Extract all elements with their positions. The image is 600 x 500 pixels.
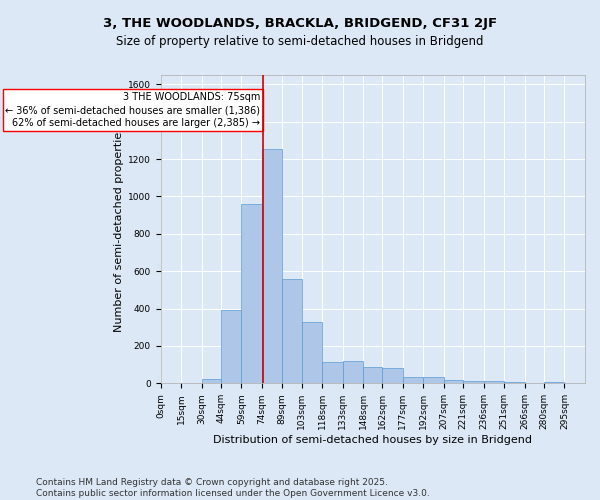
Bar xyxy=(382,368,403,384)
Bar xyxy=(302,322,322,384)
Bar xyxy=(343,361,363,384)
Bar xyxy=(463,380,484,384)
Bar xyxy=(484,382,504,384)
Bar xyxy=(262,149,283,384)
Bar xyxy=(283,278,302,384)
Bar xyxy=(241,204,262,384)
Bar xyxy=(403,377,424,384)
Bar xyxy=(444,380,463,384)
Bar xyxy=(322,362,343,384)
Y-axis label: Number of semi-detached properties: Number of semi-detached properties xyxy=(113,126,124,332)
Text: Contains HM Land Registry data © Crown copyright and database right 2025.
Contai: Contains HM Land Registry data © Crown c… xyxy=(36,478,430,498)
Text: Size of property relative to semi-detached houses in Bridgend: Size of property relative to semi-detach… xyxy=(116,35,484,48)
Bar xyxy=(363,368,382,384)
X-axis label: Distribution of semi-detached houses by size in Bridgend: Distribution of semi-detached houses by … xyxy=(213,435,532,445)
Bar xyxy=(202,378,221,384)
Bar xyxy=(504,382,525,384)
Text: 3, THE WOODLANDS, BRACKLA, BRIDGEND, CF31 2JF: 3, THE WOODLANDS, BRACKLA, BRIDGEND, CF3… xyxy=(103,18,497,30)
Bar xyxy=(424,377,444,384)
Bar xyxy=(544,382,565,384)
Text: 3 THE WOODLANDS: 75sqm
← 36% of semi-detached houses are smaller (1,386)
62% of : 3 THE WOODLANDS: 75sqm ← 36% of semi-det… xyxy=(5,92,260,128)
Bar xyxy=(221,310,241,384)
